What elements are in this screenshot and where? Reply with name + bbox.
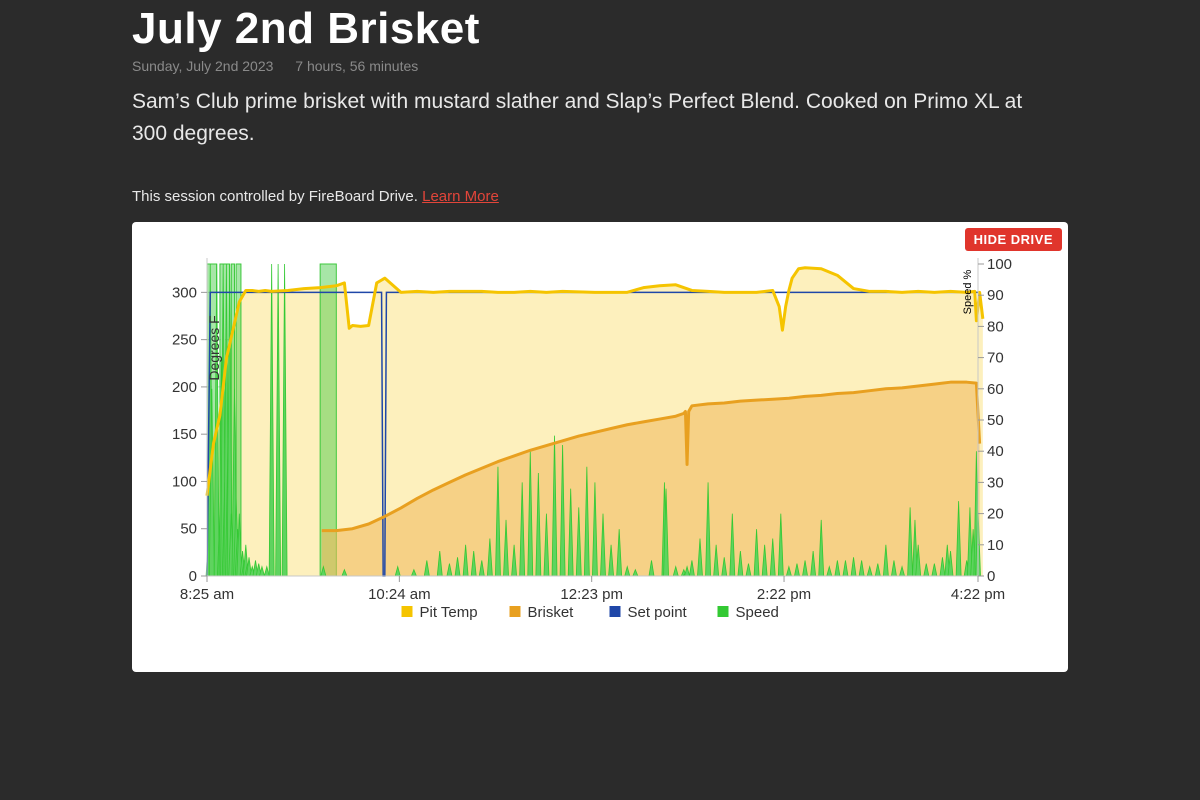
session-duration: 7 hours, 56 minutes [295,58,419,74]
y2-tick-label: 10 [987,537,1004,554]
y2-tick-label: 50 [987,412,1004,429]
y2-tick-label: 20 [987,506,1004,523]
y-tick-label: 50 [180,521,197,538]
cook-chart: 0 50 100 150 200 250 300 0 10 20 30 40 50 60 70 80 90 100… [172,256,1012,621]
x-tick-label: 2:22 pm [757,586,811,603]
legend-label: Set point [628,604,688,621]
drive-note: This session controlled by FireBoard Dri… [132,188,499,205]
session-date: Sunday, July 2nd 2023 [132,58,274,74]
x-tick-label: 4:22 pm [951,586,1005,603]
legend-swatch [509,606,521,617]
y2-tick-label: 100 [987,256,1012,273]
brisket-area [321,382,980,576]
legend-label: Brisket [528,604,575,621]
legend-swatch [401,606,413,617]
pit-temp-line [205,266,985,496]
legend-swatch [609,606,621,617]
y2-tick-label: 70 [987,350,1004,367]
legend-label: Speed [736,604,779,621]
y-tick-label: 150 [172,426,197,443]
y-axis-title: Degrees F [206,315,222,380]
y2-tick-label: 40 [987,443,1004,460]
x-tick-label: 10:24 am [368,586,431,603]
y-tick-label: 300 [172,284,197,301]
y-tick-label: 250 [172,332,197,349]
x-tick-label: 12:23 pm [560,586,623,603]
y2-axis-title: Speed % [962,269,974,314]
session-description: Sam’s Club prime brisket with mustard sl… [132,90,1023,145]
hide-drive-button[interactable]: HIDE DRIVE [964,228,1062,251]
y2-tick-label: 60 [987,381,1004,398]
drive-note-text: This session controlled by FireBoard Dri… [132,188,418,205]
chart-card: HIDE DRIVE 0 50 100 150 200 250 300 0 10 20 30 40 50… [132,222,1068,672]
legend-label: Pit Temp [420,604,478,621]
y-tick-label: 100 [172,473,197,490]
y2-tick-label: 30 [987,474,1004,491]
y2-tick-label: 0 [987,568,995,585]
y-tick-label: 200 [172,379,197,396]
learn-more-link[interactable]: Learn More [422,188,499,205]
y2-tick-label: 90 [987,287,1004,304]
brisket-line [321,380,982,533]
legend-swatch [717,606,729,617]
x-tick-label: 8:25 am [180,586,234,603]
y-tick-label: 0 [189,568,197,585]
y2-tick-label: 80 [987,318,1004,335]
session-title: July 2nd Brisket [132,4,480,53]
session-meta: Sunday, July 2nd 2023 7 hours, 56 minute… [132,58,418,74]
